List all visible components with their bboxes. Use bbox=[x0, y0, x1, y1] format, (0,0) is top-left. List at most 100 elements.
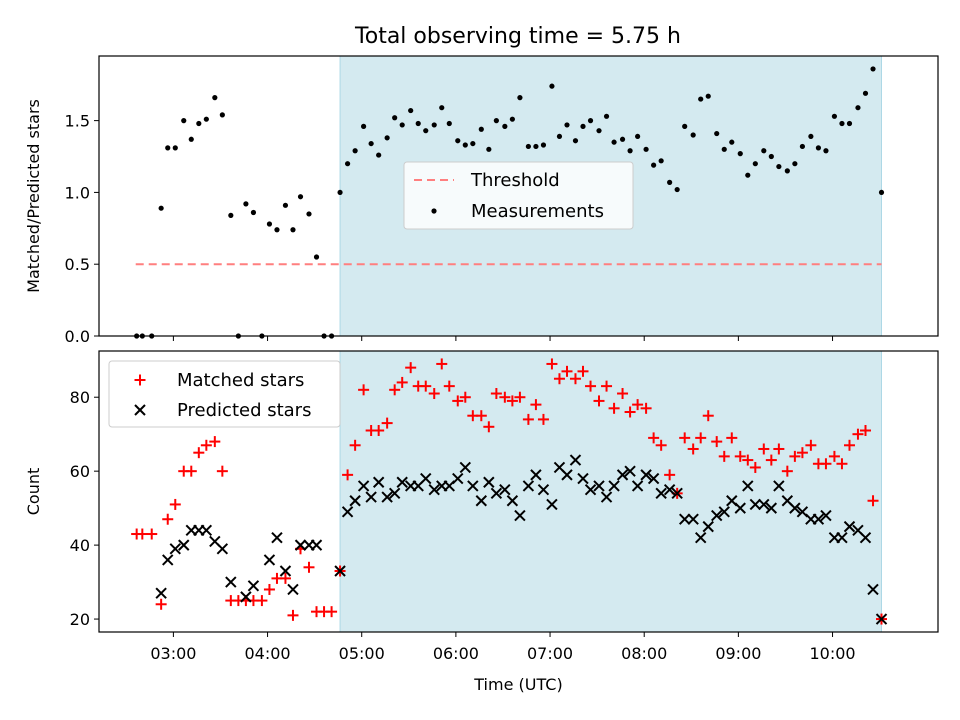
predicted-point bbox=[334, 565, 346, 577]
measurement-point bbox=[250, 209, 257, 216]
predicted-point-b bbox=[584, 483, 597, 496]
predicted-point-b bbox=[499, 483, 511, 496]
measurement-point bbox=[831, 113, 838, 119]
predicted-point-b bbox=[341, 506, 354, 518]
measurement-point bbox=[446, 120, 452, 127]
measurement-point bbox=[690, 132, 696, 138]
predicted-point-b bbox=[758, 498, 770, 511]
predicted-point-b bbox=[381, 491, 393, 503]
measurement-point bbox=[431, 122, 437, 128]
matched-point bbox=[256, 595, 268, 607]
predicted-point bbox=[758, 498, 770, 511]
matched-point bbox=[624, 406, 636, 418]
measurement-point bbox=[203, 116, 209, 122]
legend: Matched stars Predicted stars bbox=[108, 360, 341, 428]
predicted-point-b bbox=[836, 532, 848, 544]
predicted-point bbox=[357, 480, 370, 492]
matched-point bbox=[436, 358, 448, 370]
matched-point bbox=[193, 447, 205, 459]
measurement-point bbox=[462, 142, 468, 148]
predicted-point bbox=[263, 554, 276, 566]
measurement-point bbox=[549, 83, 555, 89]
matched-point bbox=[546, 358, 558, 370]
predicted-point bbox=[310, 539, 323, 551]
predicted-point bbox=[608, 480, 620, 492]
matched-point bbox=[679, 432, 691, 444]
measurement-point bbox=[761, 148, 767, 154]
measurement-point bbox=[384, 135, 390, 141]
predicted-point-b bbox=[459, 461, 472, 474]
y-tick-label: 80 bbox=[70, 388, 90, 407]
predicted-point bbox=[522, 480, 535, 492]
predicted-point-b bbox=[671, 487, 683, 500]
predicted-point bbox=[631, 480, 644, 492]
predicted-point-b bbox=[624, 465, 636, 477]
measurement-point bbox=[587, 118, 594, 124]
matched-point bbox=[483, 421, 495, 433]
predicted-point-b bbox=[875, 613, 888, 625]
predicted-point bbox=[577, 472, 589, 485]
predicted-point bbox=[593, 480, 605, 492]
predicted-point-b bbox=[225, 576, 237, 588]
predicted-point-b bbox=[365, 491, 377, 503]
predicted-point bbox=[537, 483, 550, 496]
predicted-point bbox=[279, 565, 292, 577]
measurement-point bbox=[470, 140, 476, 147]
predicted-point bbox=[134, 404, 146, 416]
measurement-point bbox=[337, 189, 343, 196]
matched-point bbox=[373, 424, 385, 436]
measurement-point bbox=[611, 139, 617, 145]
predicted-point-b bbox=[569, 454, 582, 466]
measurement-point bbox=[188, 136, 194, 142]
measurement-point bbox=[228, 212, 234, 218]
predicted-point bbox=[734, 502, 746, 514]
measurement-point bbox=[196, 120, 202, 127]
predicted-point-b bbox=[561, 469, 573, 481]
measurement-point bbox=[572, 138, 579, 144]
matched-point bbox=[648, 432, 660, 444]
predicted-point bbox=[381, 491, 393, 503]
measurement-point bbox=[540, 142, 547, 148]
predicted-point bbox=[341, 506, 354, 518]
predicted-point-b bbox=[742, 480, 754, 492]
predicted-point bbox=[647, 472, 660, 485]
predicted-point bbox=[569, 454, 582, 466]
measurement-point bbox=[643, 146, 649, 152]
measurement-point bbox=[392, 115, 398, 121]
predicted-point bbox=[655, 487, 667, 500]
measurement-point bbox=[361, 123, 367, 129]
predicted-point-b bbox=[294, 539, 307, 551]
predicted-point-b bbox=[647, 472, 660, 485]
matched-point bbox=[828, 450, 840, 462]
predicted-point-b bbox=[169, 543, 181, 555]
measurement-point bbox=[282, 202, 289, 208]
predicted-point bbox=[561, 469, 573, 481]
measurement-point bbox=[352, 148, 358, 154]
matched-point bbox=[718, 450, 730, 462]
predicted-point bbox=[742, 480, 754, 492]
predicted-point-b bbox=[452, 472, 464, 485]
measurement-point bbox=[870, 66, 876, 72]
matched-point bbox=[617, 388, 629, 400]
predicted-point bbox=[155, 587, 167, 599]
matched-point bbox=[796, 447, 808, 459]
measurement-point bbox=[776, 163, 782, 170]
predicted-point bbox=[200, 524, 213, 537]
axes-frame bbox=[98, 55, 939, 337]
y-axis-label: Count bbox=[24, 468, 43, 516]
measurement-point bbox=[603, 113, 610, 119]
predicted-point-b bbox=[279, 565, 292, 577]
measurement-point bbox=[768, 153, 774, 160]
measurement-point bbox=[486, 146, 492, 152]
predicted-point-b bbox=[420, 472, 432, 485]
measurement-point bbox=[855, 105, 861, 111]
predicted-point bbox=[687, 513, 699, 525]
predicted-point-b bbox=[216, 543, 229, 555]
predicted-point bbox=[216, 543, 229, 555]
measurement-point bbox=[698, 96, 704, 102]
predicted-point bbox=[600, 491, 613, 503]
matched-point bbox=[836, 458, 848, 470]
matched-point bbox=[490, 388, 502, 400]
measurement-point bbox=[651, 162, 657, 168]
measurement-point bbox=[580, 123, 586, 129]
